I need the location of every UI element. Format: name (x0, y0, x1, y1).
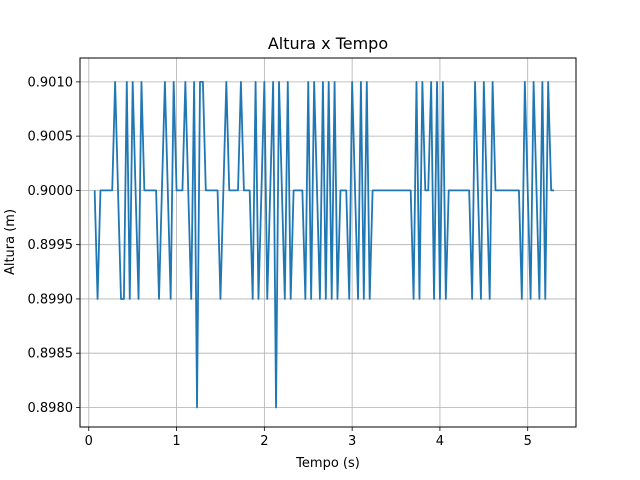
chart-title: Altura x Tempo (268, 34, 388, 53)
y-tick-label: 0.9005 (28, 130, 74, 145)
series-layer (93, 80, 555, 409)
x-axis-label: Tempo (s) (295, 456, 360, 471)
y-axis-label: Altura (m) (3, 209, 18, 275)
x-tick-label: 4 (436, 434, 444, 449)
x-tick-label: 2 (260, 434, 268, 449)
plot-frame (79, 57, 577, 428)
series-line (93, 80, 555, 409)
x-tick-label: 5 (524, 434, 532, 449)
y-tick-label: 0.8990 (28, 292, 74, 307)
y-tick-label: 0.8980 (28, 401, 74, 416)
y-tick-label: 0.8985 (28, 347, 74, 362)
y-tick-label: 0.8995 (28, 238, 74, 253)
y-tick-label: 0.9010 (28, 75, 74, 90)
y-tick-label: 0.9000 (28, 184, 74, 199)
y-axis: 0.8980 0.8985 0.8990 0.8995 0.9000 0.9005 0.90… (28, 75, 80, 416)
x-tick-label: 0 (85, 434, 93, 449)
x-tick-label: 1 (172, 434, 180, 449)
x-axis: 0 1 2 3 4 5 (85, 427, 532, 449)
x-tick-label: 3 (348, 434, 356, 449)
